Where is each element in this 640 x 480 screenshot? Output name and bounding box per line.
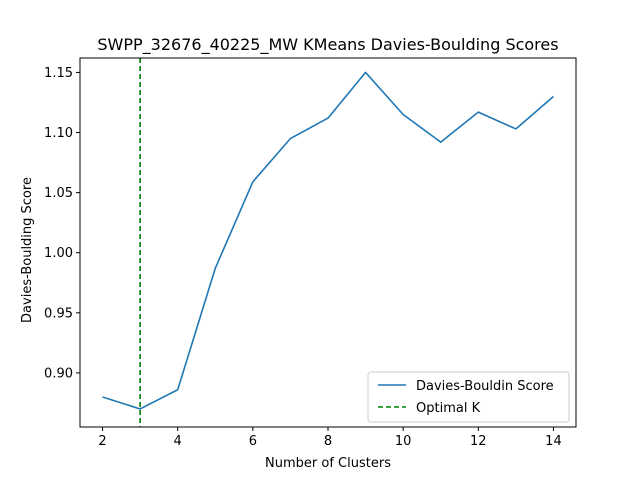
plot-area: 2 4 6 8 10 12 14 0.90 0.95 1.00 1.05 1.10 1.15: [44, 57, 577, 449]
y-tick-label: 1.10: [44, 126, 73, 141]
y-axis-label: Davies-Boulding Score: [20, 177, 35, 323]
legend-optimal-k-label: Optimal K: [416, 401, 481, 416]
x-tick-label: 14: [545, 434, 562, 449]
x-tick-label: 6: [249, 434, 257, 449]
x-tick-label: 2: [98, 434, 106, 449]
legend-box: [367, 371, 570, 423]
x-tick-label: 10: [395, 434, 412, 449]
x-axis-label: Number of Clusters: [265, 456, 391, 471]
y-tick-label: 0.95: [44, 306, 73, 321]
legend-series-label: Davies-Bouldin Score: [416, 379, 554, 394]
x-tick-label: 4: [174, 434, 182, 449]
x-tick-label: 8: [324, 434, 332, 449]
y-tick-label: 0.90: [44, 366, 73, 381]
x-tick-label: 12: [470, 434, 487, 449]
y-tick-label: 1.00: [44, 246, 73, 261]
y-tick-label: 1.05: [44, 186, 73, 201]
legend: Davies-Bouldin Score Optimal K: [367, 371, 570, 423]
y-tick-label: 1.15: [44, 66, 73, 81]
chart-title: SWPP_32676_40225_MW KMeans Davies-Bouldi…: [97, 35, 558, 55]
